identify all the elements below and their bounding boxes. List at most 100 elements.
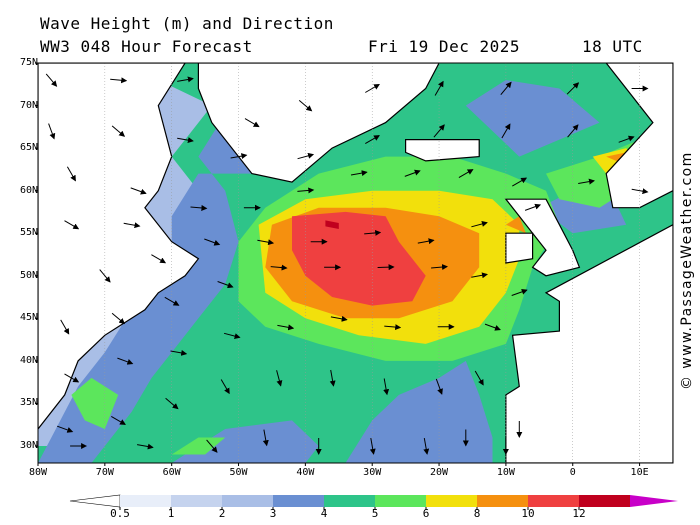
direction-arrow [111,125,126,137]
axis-ticks [35,62,641,466]
direction-arrow [484,323,501,331]
direction-arrow [501,123,511,139]
lat-label: 50N [19,269,38,281]
direction-arrow [404,169,421,177]
direction-arrow [206,439,218,453]
direction-arrow [165,397,179,410]
direction-arrow [433,124,445,138]
wave-zone-10-12 [325,220,339,229]
lat-label: 45N [19,312,38,324]
direction-arrow [297,152,315,160]
land-mass [605,63,673,209]
direction-arrow [618,135,635,143]
colorbar-label: 2 [218,507,226,520]
colorbar-swatch [528,495,579,507]
direction-arrow [230,153,248,160]
direction-arrow [298,100,313,112]
direction-arrow [276,370,283,387]
direction-arrow [383,378,390,396]
direction-arrow [137,443,154,450]
direction-arrow [177,76,194,83]
direction-arrow [217,281,234,289]
lat-label: 75N [19,57,38,68]
lat-label: 70N [19,99,38,111]
direction-arrow [471,221,488,228]
direction-arrow [511,288,528,296]
land-mass [405,139,480,162]
direction-arrow [566,82,580,95]
direction-arrow [365,135,380,145]
lon-label: 80W [28,467,48,478]
direction-arrow [64,220,80,230]
colorbar-left-arrow [69,494,121,508]
direction-arrow [110,77,128,84]
map-frame [37,62,674,464]
colorbar-swatch [120,495,171,507]
forecast-time: 18 UTC [582,37,643,56]
direction-arrow [223,332,241,340]
direction-arrow [369,438,376,455]
land-masses [38,63,673,463]
direction-arrow [257,239,275,246]
forecast-date: Fri 19 Dec 2025 [368,37,520,56]
direction-arrow [277,324,295,331]
direction-arrow [297,187,315,194]
lon-label: 30W [363,467,382,478]
direction-arrow [177,137,194,144]
site-credit[interactable]: © www.PassageWeather.com [679,151,695,390]
direction-arrow [329,369,336,387]
colorbar [69,494,678,510]
map-title: Wave Height (m) and Direction [40,14,334,33]
direction-arrow [364,229,382,236]
lat-label: 60N [19,184,38,196]
land-mass [197,63,440,183]
direction-arrow [64,373,80,383]
lon-label: 70W [95,467,114,478]
lon-label: 10E [630,467,649,478]
direction-arrow [423,438,430,455]
colorbar-swatch [375,495,426,507]
colorbar-right-arrow [630,495,678,507]
direction-arrow [500,81,512,96]
direction-arrow [60,319,70,335]
wave-zone-2-3 [171,420,319,463]
wave-zone-2-3 [345,360,493,463]
land-mass [505,224,673,463]
direction-arrow [458,169,474,179]
colorbar-label: 12 [572,507,586,520]
direction-arrow [66,166,76,182]
colorbar-label: 5 [371,507,379,520]
direction-arrow [377,264,395,271]
lat-label: 35N [19,397,38,409]
direction-arrow [631,188,649,195]
forecast-model-label: WW3 048 Hour Forecast [40,37,253,56]
direction-arrow [431,264,448,271]
wave-zone-4-5 [171,437,226,455]
land-mass [38,63,200,430]
lon-label: 0 [569,467,576,478]
direction-arrow [330,315,348,322]
land-mass [504,198,581,277]
direction-arrow [524,203,542,211]
colorbar-label: 1 [167,507,175,520]
lon-label: 50W [229,467,248,478]
direction-arrow [190,204,208,211]
direction-arrow [220,379,230,395]
direction-arrow [270,264,288,271]
wave-zone-6-8 [505,216,526,234]
lat-label: 30N [19,439,38,451]
direction-arrow [151,254,167,264]
colorbar-swatch [171,495,222,507]
lon-label: 60W [162,467,181,478]
direction-arrow [567,124,579,138]
colorbar-label: 10 [521,507,535,520]
direction-arrow [417,238,435,245]
direction-arrow [435,378,443,395]
colorbar-label: 3 [269,507,277,520]
wave-zone-2-3 [465,80,600,157]
colorbar-label: 4 [320,507,328,520]
land-mass [505,232,534,264]
wave-zone-4-5 [71,377,119,429]
colorbar-label: 6 [422,507,430,520]
direction-arrow [578,178,595,185]
